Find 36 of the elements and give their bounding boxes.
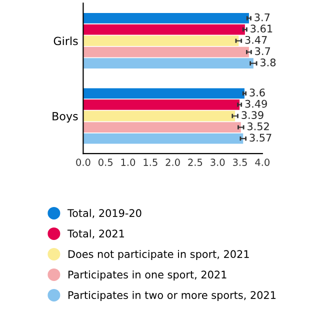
y-tick-label: Girls [54, 36, 78, 46]
bar [83, 36, 239, 46]
bar [83, 133, 244, 144]
data-label: 3.7 [254, 13, 270, 22]
data-label: 3.7 [255, 47, 270, 56]
legend-label: Total, 2021 [67, 229, 124, 239]
bar [83, 58, 254, 69]
legend-label: Participates in two or more sports, 2021 [68, 290, 276, 302]
legend-label: Participates in one sport, 2021 [68, 270, 226, 281]
data-label: 3.47 [245, 36, 267, 44]
x-tick-label: 2.5 [188, 158, 202, 166]
data-label: 3.57 [250, 134, 272, 142]
bar [83, 46, 249, 58]
x-tick-label: 3.5 [233, 158, 247, 166]
bar [83, 122, 241, 132]
bar [83, 110, 236, 122]
x-tick-label: 0.0 [76, 158, 90, 166]
data-label: 3.6 [250, 88, 265, 96]
bar [83, 100, 240, 110]
legend-label: Does not participate in sport, 2021 [68, 250, 249, 260]
data-label: 3.8 [260, 58, 276, 66]
data-label: 3.61 [250, 24, 272, 33]
legend-label: Total, 2019-20 [67, 208, 142, 218]
x-tick-label: 1.5 [144, 158, 158, 166]
bar [83, 13, 249, 24]
data-label: 3.52 [248, 122, 269, 130]
x-tick-label: 2.0 [166, 158, 180, 166]
data-label: 3.39 [242, 111, 264, 120]
x-tick-label: 1.0 [121, 158, 136, 166]
y-tick-label: Boys [52, 112, 78, 123]
data-label: 3.49 [245, 100, 267, 108]
x-tick-label: 0.5 [98, 158, 112, 166]
x-tick-label: 3.0 [210, 158, 225, 166]
bar [83, 24, 245, 35]
bar [83, 88, 244, 99]
x-tick-label: 4.0 [255, 158, 270, 166]
